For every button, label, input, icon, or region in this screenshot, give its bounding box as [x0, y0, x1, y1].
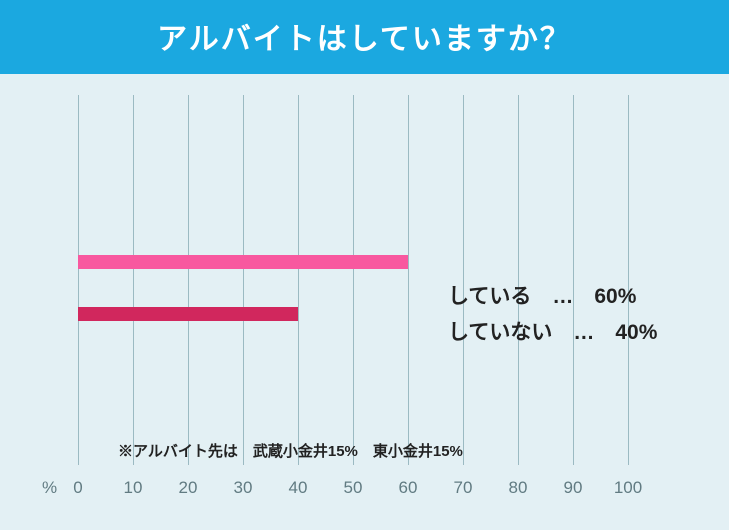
legend-item: していない … 40% — [448, 316, 657, 346]
x-tick-label: 100 — [614, 478, 642, 498]
chart-title: アルバイトはしていますか？ — [0, 0, 729, 74]
x-tick-label: 40 — [289, 478, 308, 498]
x-tick-label: 30 — [234, 478, 253, 498]
footnote: ※アルバイト先は 武蔵小金井15% 東小金井15% — [118, 440, 463, 461]
bar — [78, 255, 408, 269]
x-tick-label: 60 — [399, 478, 418, 498]
x-tick-label: 0 — [73, 478, 82, 498]
gridline — [133, 95, 134, 465]
bar — [78, 307, 298, 321]
gridline — [353, 95, 354, 465]
gridline — [243, 95, 244, 465]
legend-item: している … 60% — [448, 280, 636, 310]
x-tick-label: 20 — [179, 478, 198, 498]
x-tick-label: 50 — [344, 478, 363, 498]
gridline — [188, 95, 189, 465]
x-tick-label: 90 — [564, 478, 583, 498]
x-tick-label: 80 — [509, 478, 528, 498]
x-tick-label: 10 — [124, 478, 143, 498]
gridline — [78, 95, 79, 465]
gridline — [408, 95, 409, 465]
x-axis-unit: % — [42, 478, 57, 498]
gridline — [298, 95, 299, 465]
chart-container: アルバイトはしていますか？ % ※アルバイト先は 武蔵小金井15% 東小金井15… — [0, 0, 729, 530]
x-tick-label: 70 — [454, 478, 473, 498]
